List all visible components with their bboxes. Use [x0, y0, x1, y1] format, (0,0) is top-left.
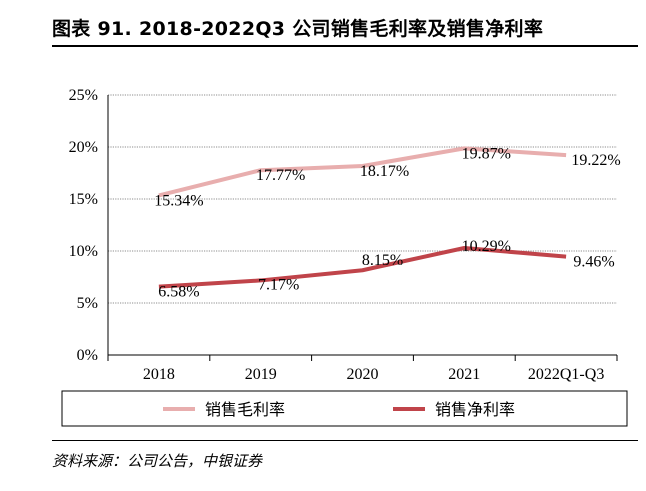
- footer-rule: [52, 440, 638, 441]
- chart-title: 图表 91. 2018-2022Q3 公司销售毛利率及销售净利率: [52, 18, 544, 40]
- legend-label: 销售毛利率: [205, 400, 285, 419]
- y-tick-label: 10%: [69, 243, 98, 260]
- data-label: 10.29%: [462, 238, 511, 255]
- y-tick-label: 25%: [69, 87, 98, 104]
- x-tick-label: 2022Q1-Q3: [528, 366, 604, 383]
- data-label: 18.17%: [360, 163, 409, 180]
- legend-box: [61, 390, 628, 427]
- data-label: 8.15%: [362, 252, 403, 269]
- source-note: 资料来源：公司公告，中银证券: [52, 452, 263, 470]
- data-label: 15.34%: [154, 192, 203, 209]
- x-tick-label: 2019: [245, 366, 277, 383]
- series-line-2: [158, 245, 567, 289]
- legend-label: 销售净利率: [435, 400, 515, 419]
- data-labels: 15.34% 17.77% 18.17% 19.87% 19.22% 6.58% 7.17%…: [154, 145, 621, 300]
- data-label: 19.87%: [462, 145, 511, 162]
- x-tick-label: 2020: [347, 366, 379, 383]
- y-tick-label: 5%: [77, 295, 98, 312]
- title-underline: [52, 45, 638, 47]
- data-label: 7.17%: [258, 276, 299, 293]
- x-tick-label: 2018: [143, 366, 175, 383]
- series-line-1: [158, 146, 567, 198]
- y-tick-label: 0%: [77, 347, 98, 364]
- data-label: 6.58%: [158, 284, 199, 301]
- data-label: 17.77%: [256, 167, 305, 184]
- y-tick-label: 15%: [69, 191, 98, 208]
- grid-lines: [108, 94, 617, 304]
- x-tick-label: 2021: [448, 366, 480, 383]
- series-lines: [158, 146, 567, 289]
- axes: 0% 5% 10% 15% 20% 25% 2018 2019 2020 2021 2022Q1-Q…: [69, 87, 618, 383]
- data-label: 19.22%: [571, 152, 620, 169]
- y-tick-label: 20%: [69, 139, 98, 156]
- legend: 销售毛利率 销售净利率: [61, 390, 628, 427]
- data-label: 9.46%: [573, 254, 614, 271]
